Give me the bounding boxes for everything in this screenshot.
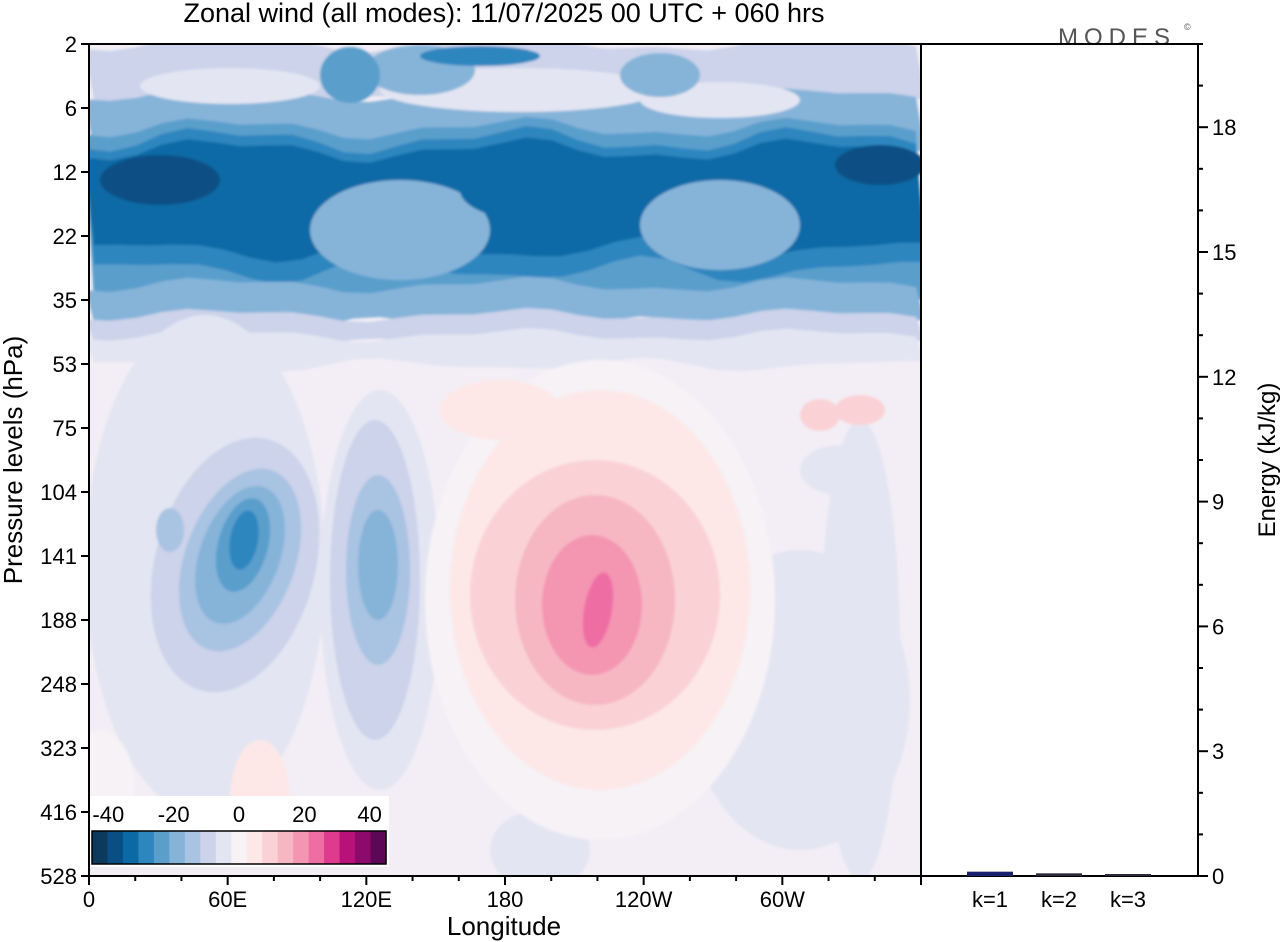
colorbar-swatch: [246, 831, 263, 864]
colorbar-swatch: [138, 831, 155, 864]
contour-region: [640, 180, 800, 270]
colorbar-swatch: [231, 831, 248, 864]
energy-tick-label: 15: [1212, 240, 1236, 265]
contour-region: [140, 68, 320, 104]
contour-region: [420, 46, 540, 66]
energy-tick-label: 3: [1212, 739, 1224, 764]
y-tick-label: 104: [40, 480, 77, 505]
modes-logo: MODES: [1058, 24, 1176, 51]
colorbar-swatch: [355, 831, 372, 864]
y-tick-label: 141: [40, 544, 77, 569]
y-axis-label: Pressure levels (hPa): [0, 336, 28, 585]
colorbar-swatch: [370, 831, 387, 864]
y-tick-label: 248: [40, 672, 77, 697]
colorbar-swatch: [153, 831, 170, 864]
contour-region: [100, 155, 220, 205]
contour-region: [820, 420, 900, 876]
contour-band: [89, 328, 921, 372]
x-tick-label: 60W: [760, 887, 805, 912]
energy-bar: [1105, 874, 1151, 876]
colorbar-tick-label: -20: [158, 802, 190, 827]
colorbar-swatch: [262, 831, 279, 864]
colorbar: -40 -20 0 20 40: [89, 796, 389, 867]
x-tick-label: 180: [487, 887, 524, 912]
y-tick-label: 6: [65, 96, 77, 121]
colorbar-swatch: [339, 831, 356, 864]
colorbar-tick-label: 0: [233, 802, 245, 827]
colorbar-frame: [91, 830, 387, 865]
chart-title: Zonal wind (all modes): 11/07/2025 00 UT…: [183, 0, 824, 28]
energy-category-label: k=3: [1110, 887, 1146, 912]
colorbar-swatch: [122, 831, 140, 864]
y-tick-label: 323: [40, 736, 77, 761]
contour-region: [358, 510, 398, 620]
x-tick-label: 60E: [208, 887, 247, 912]
colorbar-swatch: [324, 831, 341, 864]
contour-region: [620, 53, 700, 97]
x-tick-label: 0: [83, 887, 95, 912]
contour-region: [460, 160, 600, 220]
y-tick-label: 188: [40, 608, 77, 633]
y-tick-label: 416: [40, 800, 77, 825]
energy-panel: 0 3 6 9 12 15 18 k=1 k=2 k=3 Energy (kJ/kg): [921, 43, 1280, 912]
contour-field: [89, 44, 921, 876]
energy-category-label: k=2: [1041, 887, 1077, 912]
colorbar-swatch: [308, 831, 325, 864]
energy-tick-label: 9: [1212, 490, 1224, 515]
colorbar-swatch: [277, 831, 294, 864]
contour-region: [675, 575, 691, 615]
contour-region: [835, 145, 921, 185]
colorbar-swatch: [107, 831, 124, 864]
modes-logo-mark: ©: [1184, 22, 1191, 32]
energy-bar: [967, 871, 1013, 876]
contour-region: [310, 180, 490, 280]
contour-region: [156, 508, 184, 552]
y-tick-label: 75: [53, 416, 77, 441]
pressure-axis: 2 6 12 22 35 53 75 104 141 188 248 323 416 528: [40, 32, 89, 889]
y-tick-label: 22: [53, 224, 77, 249]
contour-region: [440, 380, 560, 440]
colorbar-swatch: [169, 831, 186, 864]
colorbar-swatch: [200, 831, 217, 864]
x-tick-label: 120E: [341, 887, 392, 912]
contour-region: [320, 47, 380, 103]
y-tick-label: 12: [53, 160, 77, 185]
colorbar-tick-label: 20: [292, 802, 316, 827]
contour-region: [800, 399, 840, 431]
energy-tick-label: 12: [1212, 365, 1236, 390]
y-tick-label: 2: [65, 32, 77, 57]
colorbar-tick-label: -40: [92, 802, 124, 827]
colorbar-tick-label: 40: [357, 802, 381, 827]
x-axis-label: Longitude: [447, 911, 561, 941]
energy-category-label: k=1: [972, 887, 1008, 912]
energy-tick-label: 18: [1212, 115, 1236, 140]
energy-tick-label: 0: [1212, 864, 1224, 889]
longitude-axis: 0 60E 120E 180 120W 60W: [83, 876, 922, 912]
y-tick-label: 35: [53, 288, 77, 313]
contour-region: [835, 395, 885, 425]
energy-tick-label: 6: [1212, 614, 1224, 639]
energy-bar: [1036, 873, 1082, 876]
contour-region: [582, 572, 614, 648]
contour-region: [229, 510, 259, 570]
colorbar-swatch: [92, 831, 109, 864]
y-tick-label: 528: [40, 864, 77, 889]
colorbar-swatch: [184, 831, 201, 864]
x-tick-label: 120W: [615, 887, 673, 912]
energy-axis-label: Energy (kJ/kg): [1254, 383, 1280, 538]
colorbar-swatch: [293, 831, 310, 864]
colorbar-swatch: [215, 831, 232, 864]
y-tick-label: 53: [53, 352, 77, 377]
